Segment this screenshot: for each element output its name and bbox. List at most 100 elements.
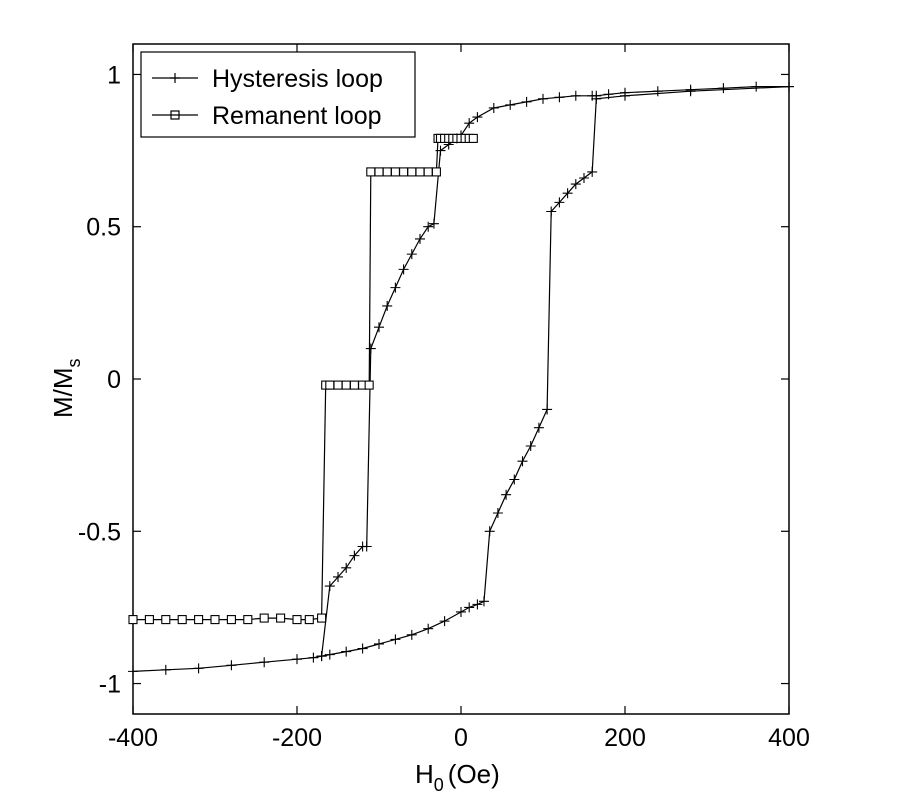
- hysteresis-point: [324, 581, 335, 592]
- remanent-point: [341, 380, 351, 390]
- legend-label-hysteresis: Hysteresis loop: [212, 65, 383, 93]
- hysteresis-point: [464, 602, 475, 613]
- legend-box: [140, 51, 416, 138]
- plot-frame: [132, 43, 790, 715]
- hysteresis-point: [428, 218, 439, 229]
- hysteresis-point: [525, 441, 536, 451]
- hysteresis-point: [579, 173, 589, 183]
- hysteresis-point: [423, 623, 434, 634]
- hysteresis-point: [509, 474, 520, 485]
- hysteresis-point: [538, 93, 548, 104]
- hysteresis-point: [374, 638, 384, 649]
- remanent-point: [304, 615, 314, 625]
- hysteresis-point: [382, 300, 393, 311]
- remanent-point: [210, 615, 220, 625]
- hysteresis-point: [341, 562, 352, 573]
- x-tick-label: 200: [604, 724, 646, 752]
- remanent-point: [364, 380, 374, 390]
- hysteresis-point: [751, 81, 762, 92]
- remanent-point: [468, 133, 478, 143]
- hysteresis-point: [652, 86, 663, 97]
- hysteresis-point: [492, 508, 503, 518]
- remanent-point: [276, 613, 286, 623]
- hysteresis-point: [316, 651, 327, 662]
- hysteresis-point: [390, 282, 401, 293]
- remanent-point: [259, 613, 269, 623]
- hysteresis-point: [365, 343, 376, 354]
- hysteresis-point: [484, 526, 495, 537]
- x-tick-label: -200: [272, 724, 322, 752]
- axis-ticks: [132, 44, 790, 714]
- hysteresis-point: [160, 664, 171, 675]
- remanent-point: [333, 380, 343, 390]
- hysteresis-point: [439, 616, 450, 627]
- series-layer: [128, 81, 794, 677]
- y-tick-label: 0: [107, 366, 121, 394]
- hysteresis-point: [533, 422, 544, 433]
- remanent-point: [366, 167, 376, 177]
- hysteresis-point: [587, 166, 598, 177]
- hysteresis-point: [517, 456, 528, 467]
- hysteresis-point: [521, 96, 532, 107]
- hysteresis-point: [398, 264, 409, 275]
- y-axis-label: M/Ms: [48, 358, 84, 418]
- remanent-point: [128, 615, 138, 625]
- y-tick-label: -1: [99, 671, 121, 699]
- hysteresis-point: [456, 606, 466, 617]
- hysteresis-point: [193, 663, 204, 674]
- remanent-point: [243, 615, 253, 625]
- remanent-point: [431, 167, 441, 177]
- hysteresis-point: [478, 596, 489, 607]
- hysteresis-point: [591, 93, 602, 104]
- y-tick-label: 1: [107, 61, 121, 89]
- x-tick-label: 400: [768, 724, 810, 752]
- hysteresis-point: [620, 90, 630, 101]
- hysteresis-point: [226, 660, 237, 671]
- remanent-point: [423, 167, 433, 177]
- hysteresis-point: [333, 571, 343, 582]
- hysteresis-point: [570, 179, 581, 190]
- remanent-point: [317, 613, 327, 623]
- hysteresis-point: [357, 643, 368, 654]
- hysteresis-point: [292, 654, 302, 665]
- legend-label-remanent: Remanent loop: [212, 102, 382, 130]
- hysteresis-point: [361, 541, 372, 552]
- hysteresis-point: [488, 102, 499, 113]
- hysteresis-point: [542, 404, 553, 415]
- remanent-point: [415, 167, 425, 177]
- remanent-point: [144, 615, 154, 625]
- remanent-point: [292, 615, 302, 625]
- hysteresis-point: [128, 666, 138, 677]
- remanent-point: [325, 380, 335, 390]
- hysteresis-point: [472, 599, 483, 610]
- remanent-point: [226, 615, 236, 625]
- hysteresis-point: [415, 233, 425, 244]
- hysteresis-point: [423, 221, 434, 232]
- remanent-point: [407, 167, 417, 177]
- hysteresis-point: [505, 99, 516, 110]
- hysteresis-point: [501, 489, 512, 500]
- hysteresis-point: [685, 86, 696, 97]
- hysteresis-point: [562, 188, 573, 199]
- legend: Hysteresis loop Remanent loop: [140, 51, 416, 138]
- hysteresis-point: [259, 657, 270, 668]
- hysteresis-point: [308, 652, 319, 663]
- remanent-point: [390, 167, 400, 177]
- hysteresis-point: [718, 83, 729, 94]
- hysteresis-point: [464, 118, 475, 129]
- hysteresis-point: [406, 249, 417, 260]
- hysteresis-point: [406, 629, 417, 640]
- remanent-point: [374, 167, 384, 177]
- remanent-point: [161, 615, 171, 625]
- hysteresis-point: [554, 197, 565, 208]
- legend-marker-square-icon: [170, 110, 180, 120]
- hysteresis-point: [546, 206, 557, 217]
- hysteresis-point: [324, 649, 335, 660]
- hysteresis-point: [554, 92, 565, 103]
- hysteresis-point: [374, 322, 384, 333]
- hysteresis-point: [784, 81, 794, 92]
- remanent-point: [399, 167, 409, 177]
- remanent-point: [177, 615, 187, 625]
- hysteresis-point: [472, 112, 483, 123]
- hysteresis-point: [341, 646, 352, 657]
